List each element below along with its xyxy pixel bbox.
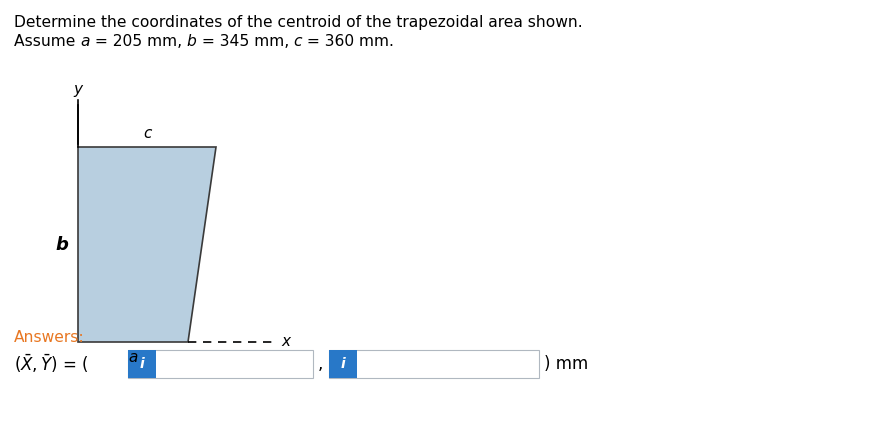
Text: b: b	[187, 34, 197, 49]
Text: = 345 mm,: = 345 mm,	[197, 34, 293, 49]
Text: b: b	[56, 236, 68, 254]
Text: i: i	[340, 357, 345, 371]
Text: Answers:: Answers:	[14, 330, 84, 345]
Text: = 360 mm.: = 360 mm.	[302, 34, 393, 49]
Text: x: x	[281, 335, 290, 350]
Polygon shape	[78, 147, 216, 342]
FancyBboxPatch shape	[329, 350, 539, 378]
Text: a: a	[80, 34, 89, 49]
Text: c: c	[293, 34, 302, 49]
Text: a: a	[128, 350, 137, 365]
Text: Assume: Assume	[14, 34, 80, 49]
Text: ,: ,	[318, 355, 323, 373]
FancyBboxPatch shape	[329, 350, 356, 378]
Text: i: i	[139, 357, 144, 371]
Text: Determine the coordinates of the centroid of the trapezoidal area shown.: Determine the coordinates of the centroi…	[14, 15, 582, 30]
FancyBboxPatch shape	[128, 350, 313, 378]
FancyBboxPatch shape	[128, 350, 156, 378]
Text: ) mm: ) mm	[543, 355, 587, 373]
Text: $(\bar{X},\bar{Y})$ = (: $(\bar{X},\bar{Y})$ = (	[14, 353, 89, 375]
Text: = 205 mm,: = 205 mm,	[89, 34, 187, 49]
Text: y: y	[74, 82, 82, 97]
Text: c: c	[143, 126, 151, 141]
